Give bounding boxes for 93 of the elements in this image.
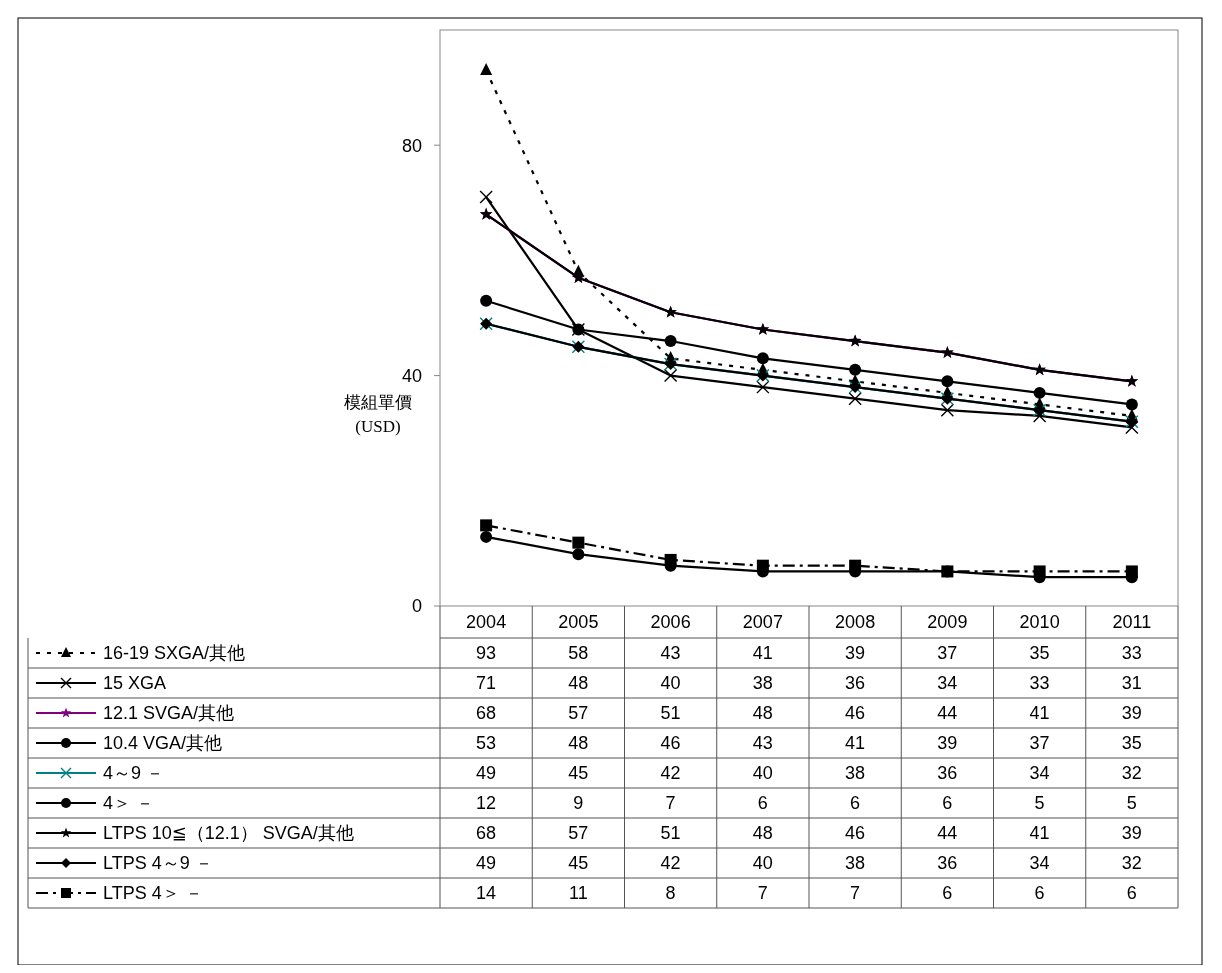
data-label: 35 (1121, 733, 1142, 754)
data-label: 33 (1029, 673, 1050, 694)
data-label: 37 (1029, 733, 1050, 754)
data-label: 51 (660, 703, 681, 724)
data-label: 44 (937, 823, 958, 844)
x-tick-label: 2004 (466, 612, 507, 633)
data-label: 46 (845, 823, 866, 844)
y-tick-label: 40 (401, 365, 422, 386)
data-label: 48 (568, 673, 589, 694)
data-label: 40 (660, 673, 681, 694)
x-tick-label: 2011 (1112, 612, 1152, 633)
data-label: 38 (752, 673, 773, 694)
data-label: 5 (1034, 793, 1045, 814)
data-label: 14 (476, 883, 497, 904)
data-label: 41 (1029, 703, 1050, 724)
data-label: 68 (476, 703, 497, 724)
data-label: 49 (476, 853, 497, 874)
data-label: 40 (752, 763, 773, 784)
legend-label: 10.4 VGA/其他 (103, 733, 223, 754)
data-label: 11 (569, 883, 588, 904)
data-label: 39 (845, 643, 866, 664)
data-label: 32 (1121, 763, 1142, 784)
data-label: 41 (845, 733, 866, 754)
data-label: 6 (757, 793, 768, 814)
data-label: 71 (476, 673, 497, 694)
data-label: 42 (660, 763, 681, 784)
data-label: 34 (1029, 853, 1050, 874)
data-label: 36 (937, 853, 958, 874)
data-label: 33 (1121, 643, 1142, 664)
data-label: 35 (1029, 643, 1050, 664)
data-label: 39 (1121, 703, 1142, 724)
data-label: 31 (1121, 673, 1142, 694)
data-label: 6 (1034, 883, 1045, 904)
data-label: 6 (942, 883, 953, 904)
data-label: 41 (752, 643, 773, 664)
data-label: 49 (476, 763, 497, 784)
data-label: 57 (568, 703, 589, 724)
data-label: 45 (568, 853, 589, 874)
data-label: 43 (660, 643, 681, 664)
data-label: 42 (660, 853, 681, 874)
data-label: 6 (1126, 883, 1137, 904)
data-label: 36 (937, 763, 958, 784)
legend-label: LTPS 10≦（12.1） SVGA/其他 (103, 823, 354, 844)
data-label: 46 (660, 733, 681, 754)
legend-label: LTPS 4～9 － (103, 853, 213, 874)
data-label: 5 (1126, 793, 1137, 814)
data-label: 38 (845, 853, 866, 874)
data-label: 45 (568, 763, 589, 784)
x-tick-label: 2009 (927, 612, 968, 633)
data-label: 51 (660, 823, 681, 844)
data-label: 41 (1029, 823, 1050, 844)
legend-label: 15 XGA (103, 673, 167, 694)
x-tick-label: 2007 (742, 612, 783, 633)
data-label: 57 (568, 823, 589, 844)
data-label: 6 (850, 793, 861, 814)
data-label: 36 (845, 673, 866, 694)
data-label: 8 (665, 883, 676, 904)
y-tick-label: 80 (401, 135, 422, 156)
data-label: 34 (937, 673, 958, 694)
x-tick-label: 2010 (1019, 612, 1060, 633)
data-label: 48 (752, 703, 773, 724)
x-tick-label: 2006 (650, 612, 691, 633)
data-label: 34 (1029, 763, 1050, 784)
y-axis-title: 模組單價 (USD) (344, 393, 412, 436)
data-label: 93 (476, 643, 497, 664)
data-label: 58 (568, 643, 589, 664)
data-label: 39 (1121, 823, 1142, 844)
data-label: 7 (850, 883, 861, 904)
legend-label: 16-19 SXGA/其他 (103, 643, 246, 664)
legend-label: LTPS 4＞ － (103, 883, 203, 904)
legend-label: 4～9 － (103, 763, 165, 784)
data-label: 12 (476, 793, 497, 814)
data-label: 48 (568, 733, 589, 754)
data-label: 9 (573, 793, 584, 814)
data-label: 7 (757, 883, 768, 904)
data-label: 43 (752, 733, 773, 754)
data-label: 32 (1121, 853, 1142, 874)
y-tick-label: 0 (411, 596, 422, 617)
data-label: 68 (476, 823, 497, 844)
legend-label: 12.1 SVGA/其他 (103, 703, 235, 724)
data-label: 6 (942, 793, 953, 814)
data-label: 44 (937, 703, 958, 724)
data-label: 48 (752, 823, 773, 844)
data-label: 40 (752, 853, 773, 874)
data-label: 37 (937, 643, 958, 664)
legend-label: 4＞ － (103, 793, 155, 814)
data-label: 46 (845, 703, 866, 724)
data-label: 39 (937, 733, 958, 754)
data-label: 7 (665, 793, 676, 814)
data-label: 38 (845, 763, 866, 784)
x-tick-label: 2005 (558, 612, 599, 633)
x-tick-label: 2008 (835, 612, 876, 633)
data-label: 53 (476, 733, 497, 754)
